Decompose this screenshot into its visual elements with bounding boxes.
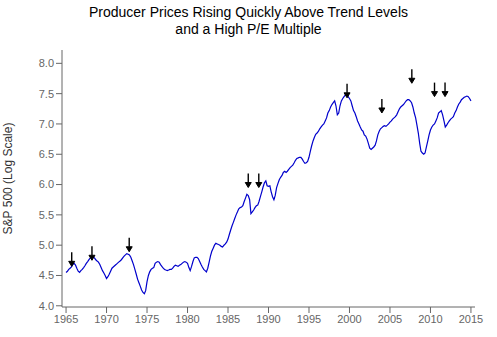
svg-text:7.5: 7.5 (39, 88, 54, 100)
svg-text:1995: 1995 (297, 313, 321, 325)
svg-text:6.0: 6.0 (39, 178, 54, 190)
svg-text:5.5: 5.5 (39, 209, 54, 221)
svg-text:1975: 1975 (135, 313, 159, 325)
svg-text:1965: 1965 (54, 313, 78, 325)
svg-text:2010: 2010 (418, 313, 442, 325)
svg-text:7.0: 7.0 (39, 118, 54, 130)
svg-text:1970: 1970 (94, 313, 118, 325)
svg-text:5.0: 5.0 (39, 239, 54, 251)
svg-text:2005: 2005 (378, 313, 402, 325)
svg-text:1990: 1990 (256, 313, 280, 325)
html-text:Producer Prices Rising Quickly: Producer Prices Rising Quickly Above Tre… (89, 4, 408, 37)
svg-text:1980: 1980 (175, 313, 199, 325)
svg-text:6.5: 6.5 (39, 148, 54, 160)
svg-text:1985: 1985 (216, 313, 240, 325)
svg-text:4.0: 4.0 (39, 300, 54, 312)
svg-text:2000: 2000 (337, 313, 361, 325)
svg-text:2015: 2015 (459, 313, 483, 325)
svg-text:4.5: 4.5 (39, 269, 54, 281)
svg-text:S&P 500 (Log Scale): S&P 500 (Log Scale) (8, 123, 15, 235)
svg-text:8.0: 8.0 (39, 57, 54, 69)
